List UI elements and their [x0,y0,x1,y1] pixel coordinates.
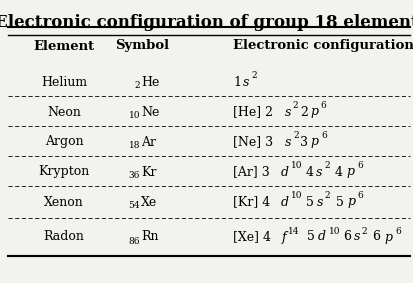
Text: s: s [315,166,321,179]
Text: [Kr] 4: [Kr] 4 [233,196,270,209]
Text: d: d [280,196,288,209]
Text: Element: Element [33,40,94,53]
Text: p: p [310,136,318,149]
Text: 3: 3 [299,136,308,149]
Text: 5: 5 [302,230,314,243]
Text: [Ne] 3: [Ne] 3 [233,136,273,149]
Text: p: p [309,106,318,119]
Text: 5: 5 [306,196,313,209]
Text: p: p [347,196,354,209]
Text: s: s [353,230,359,243]
Text: 10: 10 [128,112,140,121]
Text: d: d [280,166,288,179]
Text: [Xe] 4: [Xe] 4 [233,230,271,243]
Text: 6: 6 [320,132,326,140]
Text: 36: 36 [128,171,140,181]
Text: Radon: Radon [43,230,84,243]
Text: Helium: Helium [41,76,87,89]
Text: Ar: Ar [141,136,156,149]
Text: s: s [284,106,290,119]
Text: Electronic configuration: Electronic configuration [233,40,413,53]
Text: 2: 2 [251,72,256,80]
Text: 1: 1 [233,76,240,89]
Text: 5: 5 [331,196,343,209]
Text: 6: 6 [394,226,400,235]
Text: Argon: Argon [45,136,83,149]
Text: 18: 18 [128,142,140,151]
Text: Xe: Xe [141,196,157,209]
Text: 10: 10 [328,226,339,235]
Text: 86: 86 [128,237,140,245]
Text: Electronic configuration of group 18 element: Electronic configuration of group 18 ele… [0,14,413,31]
Text: He: He [141,76,159,89]
Text: Neon: Neon [47,106,81,119]
Text: s: s [284,136,290,149]
Text: 6: 6 [320,102,325,110]
Text: 54: 54 [128,201,140,211]
Text: 2: 2 [292,132,298,140]
Text: 2: 2 [299,106,307,119]
Text: f: f [281,230,286,243]
Text: Xenon: Xenon [44,196,84,209]
Text: 10: 10 [290,162,301,170]
Text: [He] 2: [He] 2 [233,106,272,119]
Text: d: d [318,230,325,243]
Text: 2: 2 [323,162,329,170]
Text: Rn: Rn [141,230,158,243]
Text: Ne: Ne [141,106,159,119]
Text: 2: 2 [324,192,330,200]
Text: 2: 2 [134,82,140,91]
Text: 2: 2 [292,102,298,110]
Text: 6: 6 [342,230,351,243]
Text: Symbol: Symbol [115,40,169,53]
Text: 6: 6 [356,162,362,170]
Text: s: s [243,76,249,89]
Text: [Ar] 3: [Ar] 3 [233,166,269,179]
Text: p: p [384,230,392,243]
Text: Krypton: Krypton [38,166,89,179]
Text: Kr: Kr [141,166,156,179]
Text: 2: 2 [361,226,367,235]
Text: 14: 14 [287,226,299,235]
Text: 10: 10 [291,192,302,200]
Text: s: s [316,196,322,209]
Text: 4: 4 [305,166,313,179]
Text: 4: 4 [330,166,342,179]
Text: p: p [346,166,354,179]
Text: 6: 6 [368,230,380,243]
Text: 6: 6 [357,192,362,200]
